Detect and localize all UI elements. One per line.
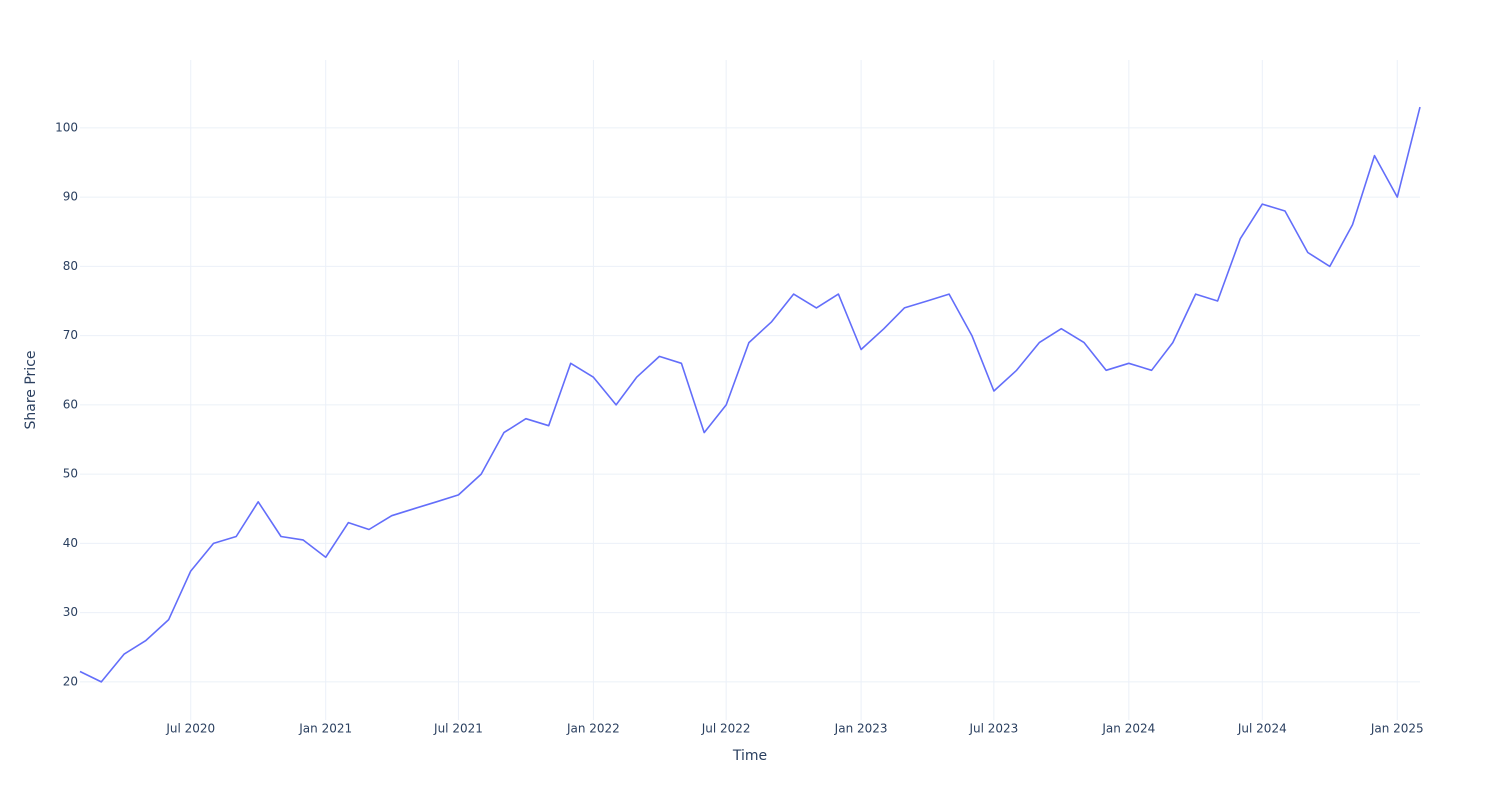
- x-tick-label: Jan 2024: [1101, 722, 1155, 736]
- x-tick-label: Jul 2024: [1237, 722, 1287, 736]
- y-tick-label: 100: [55, 120, 78, 134]
- x-tick-label: Jul 2023: [968, 722, 1018, 736]
- y-axis-title: Share Price: [23, 350, 39, 429]
- x-tick-label: Jul 2022: [701, 722, 751, 736]
- y-tick-label: 50: [63, 467, 78, 481]
- x-tick-label: Jan 2022: [566, 722, 620, 736]
- y-tick-label: 80: [63, 259, 78, 273]
- y-tick-label: 40: [63, 536, 78, 550]
- y-tick-label: 20: [63, 674, 78, 688]
- x-tick-label: Jan 2021: [298, 722, 352, 736]
- x-tick-label: Jan 2023: [834, 722, 888, 736]
- x-tick-label: Jul 2020: [165, 722, 215, 736]
- y-tick-label: 30: [63, 605, 78, 619]
- x-axis-title: Time: [732, 748, 767, 764]
- x-tick-label: Jan 2025: [1370, 722, 1424, 736]
- price-line: [79, 106, 1421, 683]
- y-tick-label: 60: [63, 397, 78, 411]
- y-tick-label: 90: [63, 190, 78, 204]
- x-tick-label: Jul 2021: [433, 722, 483, 736]
- y-tick-label: 70: [63, 328, 78, 342]
